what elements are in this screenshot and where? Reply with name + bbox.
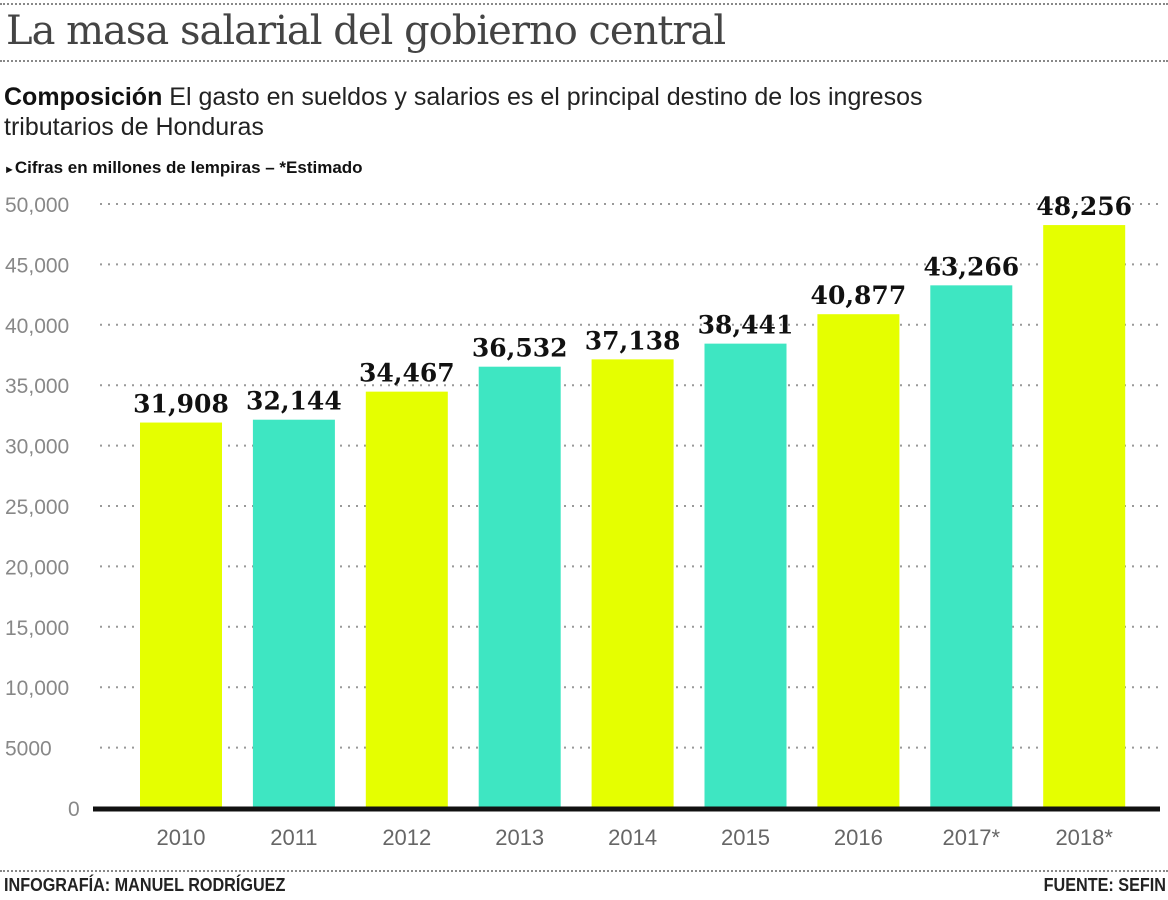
source: FUENTE: SEFIN [1043,875,1166,895]
data-label: 43,266 [923,252,1019,281]
x-tick-label: 2018* [1055,825,1113,850]
y-tick-label: 20,000 [5,556,69,579]
y-tick-label: 45,000 [5,254,69,277]
units-note: ►Cifras en millones de lempiras – *Estim… [4,158,363,178]
x-tick-label: 2014 [608,825,657,850]
data-label: 37,138 [585,326,681,355]
data-label: 38,441 [698,311,794,340]
chart-subtitle: Composición El gasto en sueldos y salari… [4,82,1004,142]
y-tick-label: 30,000 [5,436,69,459]
y-tick-label: 25,000 [5,496,69,519]
x-tick-label: 2015 [721,825,770,850]
data-label: 34,467 [359,359,455,388]
bar-2012 [365,391,448,808]
bar-2010 [140,422,222,808]
chart-title: La masa salarial del gobierno central [6,8,726,54]
title-divider [0,60,1168,62]
bar-2013 [478,366,561,808]
x-tick-label: 2016 [834,825,883,850]
y-tick-label: 5000 [5,738,52,761]
y-tick-label: 10,000 [5,677,69,700]
x-tick-label: 2011 [270,825,317,850]
data-label: 48,256 [1036,192,1132,221]
bar-2016 [817,314,900,808]
bar-2015 [704,343,787,808]
subtitle-text: El gasto en sueldos y salarios es el pri… [4,83,923,141]
units-note-text: Cifras en millones de lempiras – *Estima… [14,158,363,177]
top-divider [0,3,1168,5]
x-tick-label: 2017* [943,825,1001,850]
data-label: 36,532 [472,334,568,363]
y-tick-label: 15,000 [5,617,69,640]
y-tick-label: 0 [68,798,80,821]
bar-2017* [930,285,1013,809]
data-label: 32,144 [246,387,342,416]
bar-2011 [252,419,335,808]
data-label: 40,877 [811,281,907,310]
data-label: 31,908 [133,390,229,419]
x-tick-label: 2012 [382,825,431,850]
footer-divider [0,870,1168,872]
subtitle-lead: Composición [4,83,163,111]
x-tick-label: 2013 [495,825,544,850]
y-tick-label: 35,000 [5,375,69,398]
y-tick-label: 40,000 [5,315,69,338]
x-tick-label: 2010 [157,825,206,850]
bar-chart: 0 5000 10,000 15,000 20,000 25,000 30,000 35,00… [5,192,1160,850]
bar-2014 [591,359,674,808]
credit: INFOGRAFÍA: MANUEL RODRÍGUEZ [4,875,286,895]
bar-2018* [1043,225,1126,809]
y-tick-label: 50,000 [5,194,69,217]
triangle-icon: ► [4,164,15,176]
